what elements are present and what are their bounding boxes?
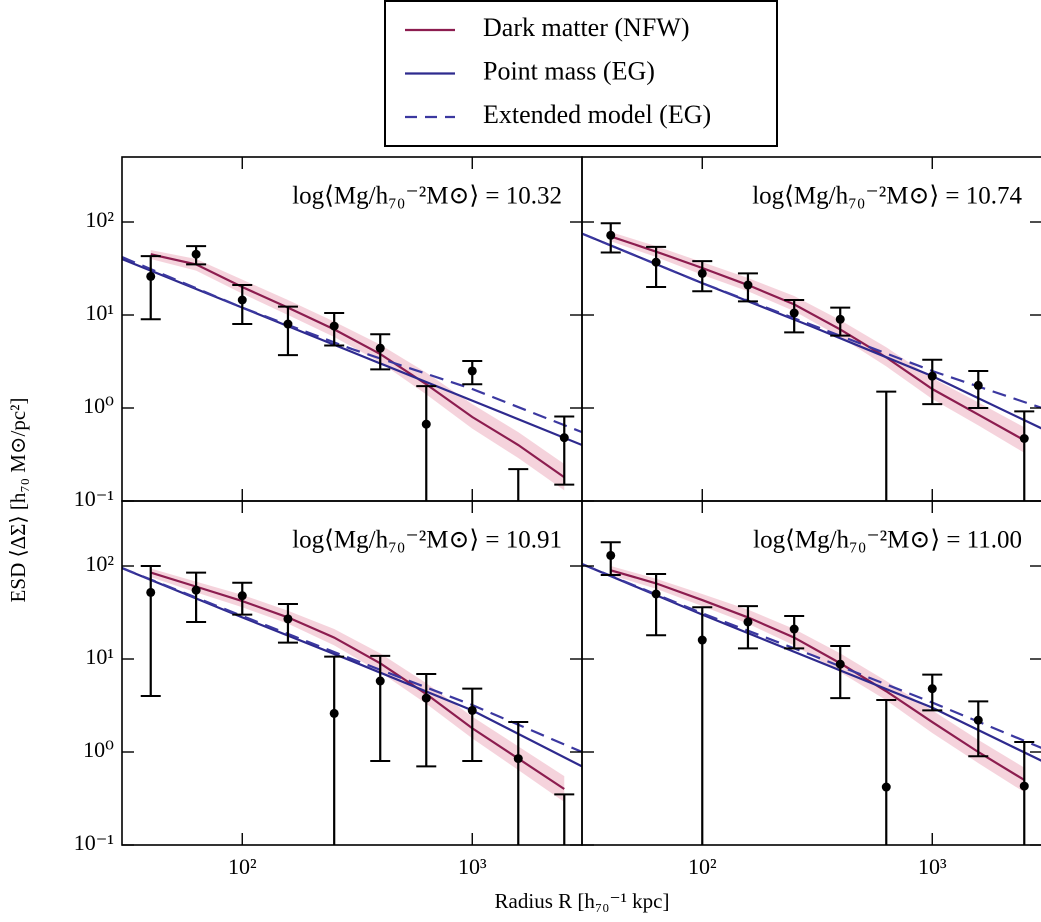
model-line (122, 256, 582, 434)
data-point (973, 715, 983, 725)
data-point (789, 308, 799, 318)
panel-annotation: log⟨Mg/h₇₀⁻²M⊙⟩ = 11.00 (753, 527, 1022, 554)
y-tick-label: 10¹ (85, 644, 114, 669)
data-point (237, 295, 247, 305)
data-point (237, 591, 247, 601)
data-point (1019, 433, 1029, 443)
data-point (283, 319, 293, 329)
data-point (421, 693, 431, 703)
panel-annotation: log⟨Mg/h₇₀⁻²M⊙⟩ = 10.32 (292, 183, 562, 210)
data-point (927, 371, 937, 381)
data-point (513, 754, 523, 764)
y-tick-label: 10¹ (85, 300, 114, 325)
x-tick-label: 10³ (918, 854, 947, 879)
data-point (559, 433, 569, 443)
legend-label: Extended model (EG) (483, 100, 711, 129)
model-line (150, 253, 565, 479)
panel (582, 222, 1041, 501)
x-tick-label: 10² (228, 854, 257, 879)
legend-label: Dark matter (NFW) (483, 13, 689, 42)
data-point (329, 708, 339, 718)
data-point (606, 230, 616, 240)
data-point (973, 380, 983, 390)
legend-label: Point mass (EG) (483, 56, 655, 85)
y-tick-label: 10⁻¹ (74, 486, 114, 511)
model-line (610, 235, 1025, 442)
data-point (697, 268, 707, 278)
y-tick-label: 10⁰ (83, 737, 114, 762)
data-point (651, 589, 661, 599)
model-line (150, 571, 565, 790)
model-line (122, 567, 582, 768)
model-band (610, 566, 1025, 793)
data-point (651, 257, 661, 267)
data-point (1019, 781, 1029, 791)
data-point (329, 321, 339, 331)
data-point (467, 705, 477, 715)
data-point (606, 550, 616, 560)
x-tick-label: 10² (688, 854, 717, 879)
data-point (835, 314, 845, 324)
y-tick-label: 10⁻¹ (74, 830, 114, 855)
data-point (421, 419, 431, 429)
data-point (927, 684, 937, 694)
data-point (191, 249, 201, 259)
data-point (191, 585, 201, 595)
y-tick-label: 10² (85, 207, 114, 232)
panel (582, 541, 1041, 845)
data-point (146, 271, 156, 281)
model-band (150, 249, 565, 491)
data-point (146, 587, 156, 597)
data-point (789, 624, 799, 634)
model-line (122, 567, 582, 754)
model-line (582, 563, 1041, 762)
model-line (582, 232, 1041, 409)
panel-annotation: log⟨Mg/h₇₀⁻²M⊙⟩ = 10.74 (752, 183, 1022, 210)
panel-frame (581, 500, 1041, 846)
data-point (881, 782, 891, 792)
data-point (743, 617, 753, 627)
x-tick-label: 10³ (458, 854, 487, 879)
x-axis-label: Radius R [h₇₀⁻¹ kpc] (495, 889, 670, 913)
data-point (467, 366, 477, 376)
panel (122, 245, 582, 501)
data-point (375, 343, 385, 353)
model-line (582, 563, 1041, 749)
y-tick-label: 10⁰ (83, 393, 114, 418)
model-line (122, 257, 582, 447)
model-line (610, 569, 1025, 781)
model-band (610, 232, 1025, 453)
data-point (697, 635, 707, 645)
data-point (283, 614, 293, 624)
y-tick-label: 10² (85, 551, 114, 576)
data-point (835, 659, 845, 669)
data-point (375, 676, 385, 686)
y-axis-label: ESD ⟨ΔΣ⟩ [h₇₀ M⊙/pc²] (6, 398, 30, 603)
model-line (582, 232, 1041, 430)
data-point (743, 280, 753, 290)
panel-annotation: log⟨Mg/h₇₀⁻²M⊙⟩ = 10.91 (292, 527, 562, 554)
panel (122, 565, 582, 845)
